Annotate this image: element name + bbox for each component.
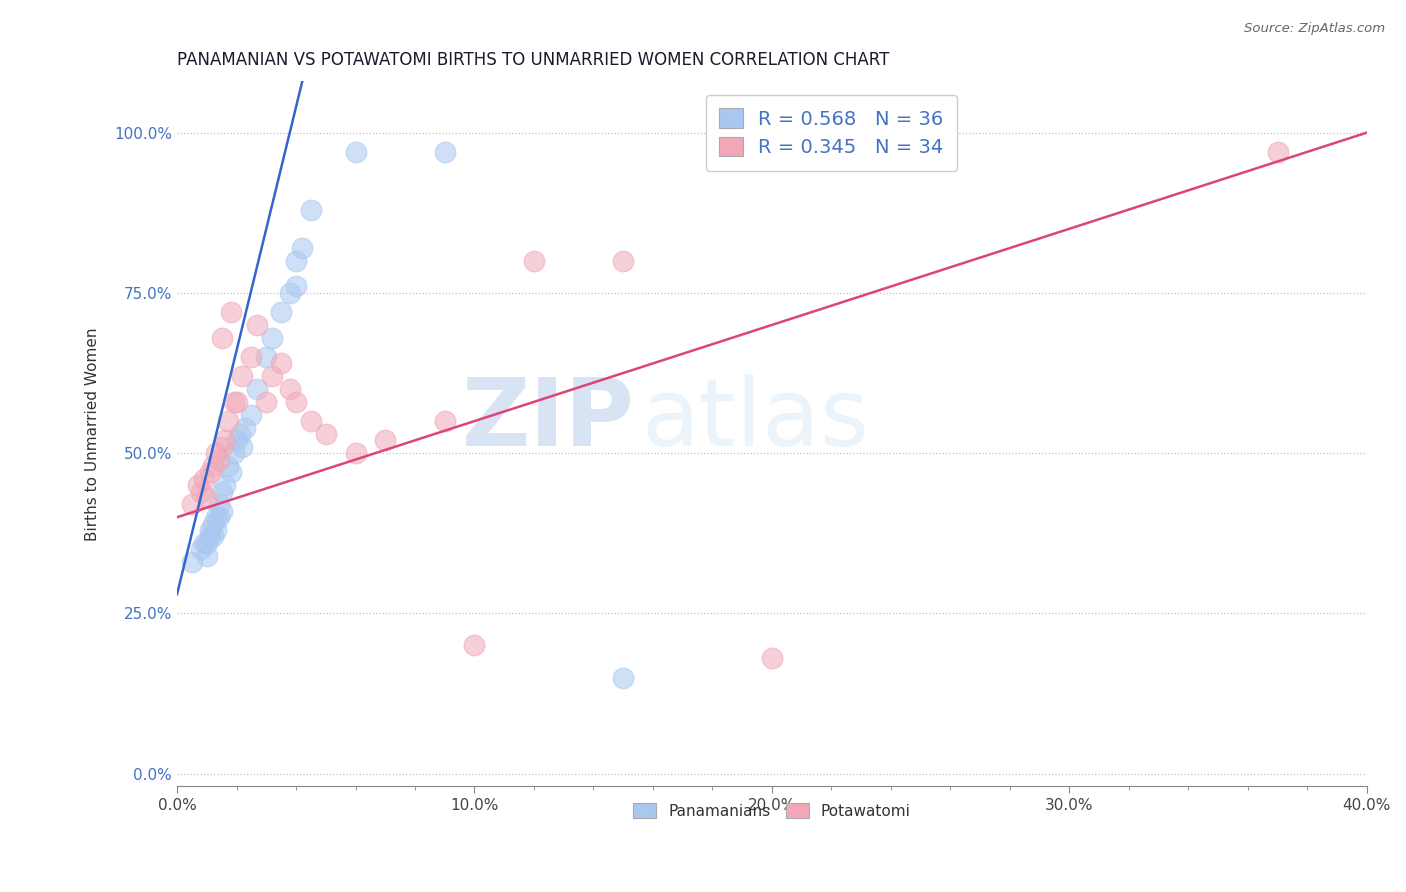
Point <box>291 241 314 255</box>
Point <box>270 356 292 370</box>
Point <box>315 426 337 441</box>
Point <box>240 408 263 422</box>
Point <box>278 382 301 396</box>
Point <box>235 420 257 434</box>
Point <box>254 395 277 409</box>
Point <box>278 285 301 300</box>
Point <box>190 542 212 557</box>
Point <box>208 510 231 524</box>
Point <box>201 458 224 473</box>
Point <box>285 253 308 268</box>
Point <box>523 253 546 268</box>
Point <box>299 202 322 217</box>
Point <box>198 523 221 537</box>
Point <box>201 516 224 531</box>
Text: Source: ZipAtlas.com: Source: ZipAtlas.com <box>1244 22 1385 36</box>
Point <box>299 414 322 428</box>
Point <box>204 446 226 460</box>
Point <box>201 529 224 543</box>
Point <box>217 458 239 473</box>
Point <box>214 434 236 448</box>
Point <box>211 484 233 499</box>
Point <box>181 497 204 511</box>
Point <box>193 536 215 550</box>
Point <box>208 452 231 467</box>
Point <box>217 414 239 428</box>
Point <box>204 523 226 537</box>
Point <box>214 478 236 492</box>
Point <box>344 145 367 159</box>
Point <box>195 549 218 563</box>
Point <box>195 491 218 505</box>
Point <box>240 350 263 364</box>
Point <box>225 395 247 409</box>
Point <box>225 434 247 448</box>
Text: atlas: atlas <box>641 374 869 466</box>
Point <box>181 555 204 569</box>
Point <box>344 446 367 460</box>
Point <box>612 671 634 685</box>
Point <box>193 472 215 486</box>
Point <box>211 504 233 518</box>
Point <box>285 279 308 293</box>
Point <box>208 497 231 511</box>
Point <box>211 440 233 454</box>
Point <box>195 536 218 550</box>
Point <box>187 478 209 492</box>
Point <box>254 350 277 364</box>
Y-axis label: Births to Unmarried Women: Births to Unmarried Women <box>86 327 100 541</box>
Point <box>246 318 269 332</box>
Point <box>246 382 269 396</box>
Point <box>198 529 221 543</box>
Point <box>262 369 284 384</box>
Text: PANAMANIAN VS POTAWATOMI BIRTHS TO UNMARRIED WOMEN CORRELATION CHART: PANAMANIAN VS POTAWATOMI BIRTHS TO UNMAR… <box>177 51 890 69</box>
Point <box>761 651 783 665</box>
Point <box>219 466 242 480</box>
Point <box>285 395 308 409</box>
Point <box>612 253 634 268</box>
Point <box>1267 145 1289 159</box>
Text: ZIP: ZIP <box>463 374 636 466</box>
Point <box>198 466 221 480</box>
Point <box>219 305 242 319</box>
Point <box>374 434 396 448</box>
Point <box>433 414 456 428</box>
Point <box>270 305 292 319</box>
Legend: Panamanians, Potawatomi: Panamanians, Potawatomi <box>627 797 917 825</box>
Point <box>262 331 284 345</box>
Point <box>190 484 212 499</box>
Point <box>231 440 253 454</box>
Point <box>433 145 456 159</box>
Point <box>228 426 250 441</box>
Point <box>463 639 485 653</box>
Point <box>211 331 233 345</box>
Point <box>231 369 253 384</box>
Point <box>222 446 245 460</box>
Point <box>204 510 226 524</box>
Point <box>222 395 245 409</box>
